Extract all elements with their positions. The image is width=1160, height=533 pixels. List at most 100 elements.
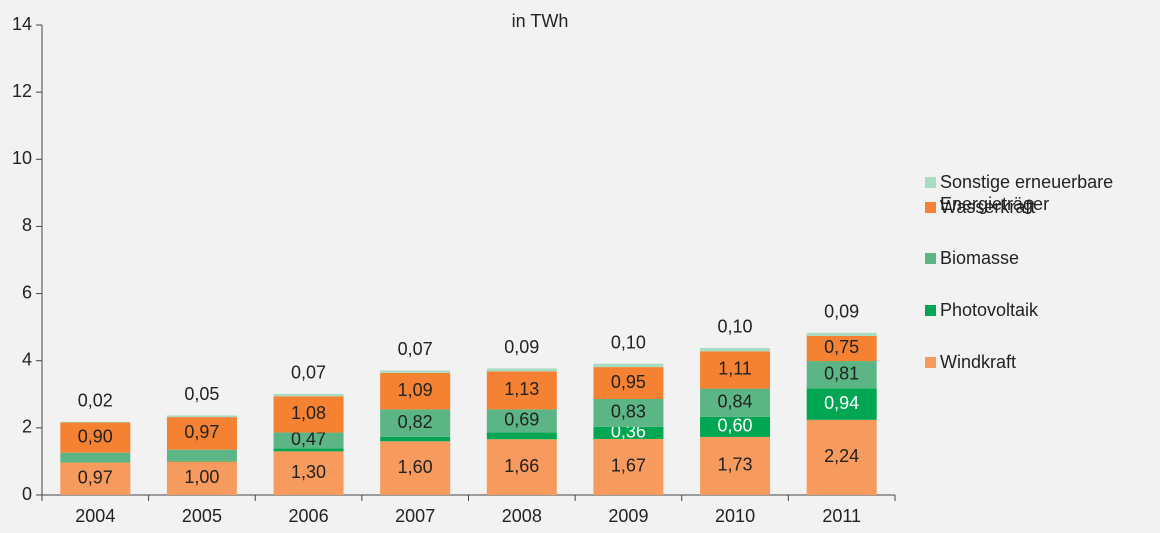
- bar-segment: [486, 368, 557, 372]
- legend-swatch: [925, 357, 936, 368]
- y-tick-label: 2: [22, 417, 32, 437]
- bar-segment: [806, 332, 877, 336]
- value-label: 0,09: [504, 337, 539, 357]
- y-tick-label: 12: [12, 81, 32, 101]
- bar-segment: [593, 398, 664, 427]
- bar-segment: [166, 417, 237, 450]
- value-label: 0,10: [718, 317, 753, 337]
- bar-segment: [166, 415, 237, 418]
- bar-segment: [806, 419, 877, 495]
- x-tick-label: 2006: [289, 506, 329, 526]
- value-label: 0,10: [611, 332, 646, 352]
- value-label: 1,67: [611, 456, 646, 476]
- value-label: 0,90: [78, 426, 113, 446]
- legend-swatch: [925, 177, 936, 188]
- value-label: 0,83: [611, 402, 646, 422]
- bar-segment: [380, 370, 451, 373]
- value-label: 0,81: [824, 363, 859, 383]
- bar-segment: [806, 361, 877, 389]
- value-label: 0,02: [78, 391, 113, 411]
- value-label: 1,60: [398, 457, 433, 477]
- bar-segment: [60, 422, 131, 453]
- x-tick-label: 2009: [608, 506, 648, 526]
- legend-swatch: [925, 305, 936, 316]
- legend-item: Sonstige erneuerbare Energieträger: [925, 171, 1155, 215]
- legend-swatch: [925, 253, 936, 264]
- value-label: 0,94: [824, 393, 859, 413]
- y-tick-label: 4: [22, 349, 32, 369]
- value-label: 0,95: [611, 372, 646, 392]
- value-label: 0,60: [718, 416, 753, 436]
- legend-item: Photovoltaik: [925, 299, 1155, 321]
- value-label: 0,82: [398, 412, 433, 432]
- bar-segment: [593, 367, 664, 399]
- value-label: 0,05: [184, 384, 219, 404]
- legend-label: Photovoltaik: [940, 300, 1039, 320]
- bar-segment: [60, 421, 131, 423]
- legend-label: Windkraft: [940, 352, 1017, 372]
- bar-segment: [166, 449, 237, 461]
- bar-segment: [60, 452, 131, 463]
- value-label: 1,09: [398, 380, 433, 400]
- bar-segment: [273, 396, 344, 433]
- x-tick-label: 2008: [502, 506, 542, 526]
- bar-segment: [166, 461, 237, 495]
- y-tick-label: 14: [12, 14, 32, 34]
- value-label: 1,73: [718, 455, 753, 475]
- legend-label: Wasserkraft: [940, 197, 1036, 217]
- legend-label: Sonstige erneuerbare Energieträger: [940, 172, 1114, 214]
- value-label: 1,00: [184, 467, 219, 487]
- y-tick-label: 6: [22, 282, 32, 302]
- bar-segment: [273, 393, 344, 397]
- x-tick-label: 2007: [395, 506, 435, 526]
- value-label: 1,13: [504, 379, 539, 399]
- value-label: 1,66: [504, 456, 539, 476]
- y-tick-label: 8: [22, 215, 32, 235]
- bar-segment: [486, 409, 557, 433]
- bar-segment: [593, 426, 664, 439]
- x-tick-label: 2005: [182, 506, 222, 526]
- x-tick-label: 2010: [715, 506, 755, 526]
- value-label: 1,11: [718, 359, 752, 379]
- value-label: 0,07: [398, 339, 433, 359]
- value-label: 0,75: [824, 337, 859, 357]
- bar-segment: [380, 436, 451, 442]
- value-label: 0,09: [824, 302, 859, 322]
- bar-segment: [486, 371, 557, 410]
- value-label: 1,08: [291, 403, 326, 423]
- bar-segment: [593, 363, 664, 368]
- bar-segment: [806, 388, 877, 420]
- bar-segment: [380, 372, 451, 410]
- bar-segment: [486, 439, 557, 495]
- value-label: 0,97: [184, 422, 219, 442]
- bar-segment: [700, 388, 771, 417]
- bar-segment: [273, 451, 344, 495]
- value-label: 0,97: [78, 467, 113, 487]
- bar-segment: [593, 438, 664, 495]
- legend-swatch: [925, 202, 936, 213]
- bar-segment: [700, 436, 771, 495]
- value-label: 0,07: [291, 363, 326, 383]
- value-label: 0,84: [718, 391, 753, 411]
- value-label: 0,47: [291, 429, 326, 449]
- legend-item: Biomasse: [925, 247, 1155, 269]
- bar-segment: [806, 335, 877, 362]
- legend-label: Biomasse: [940, 248, 1020, 268]
- value-label: 0,69: [504, 410, 539, 430]
- bar-segment: [166, 460, 237, 462]
- bar-segment: [380, 441, 451, 495]
- bar-segment: [700, 351, 771, 389]
- legend-item: Wasserkraft: [925, 196, 1155, 218]
- bar-segment: [273, 448, 344, 452]
- x-tick-label: 2011: [822, 506, 861, 526]
- bar-segment: [380, 409, 451, 437]
- y-tick-label: 0: [22, 484, 32, 504]
- bar-segment: [486, 432, 557, 440]
- value-label: 2,24: [824, 446, 859, 466]
- y-tick-label: 10: [12, 148, 32, 168]
- chart-subtitle: in TWh: [512, 11, 569, 31]
- bar-segment: [273, 432, 344, 449]
- bar-segment: [700, 347, 771, 352]
